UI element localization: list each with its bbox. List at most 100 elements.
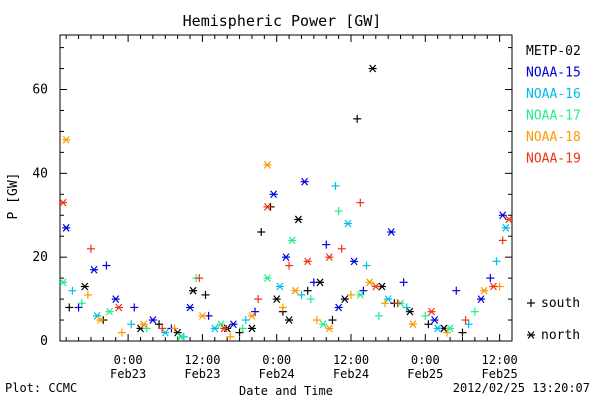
x-tick-label: Feb23 [110,367,146,381]
data-point-south [155,320,164,329]
data-point-north [477,295,486,303]
data-point-north [368,64,377,73]
data-point-south [337,244,346,253]
data-point-north [59,198,68,207]
x-tick-label: Feb24 [259,367,295,381]
legend-item-noaa-18: NOAA-18 [526,130,581,145]
data-point-south [226,332,235,341]
data-point-south [251,307,260,316]
data-point-south [399,278,408,287]
x-tick-label: 0:00 [114,353,143,367]
data-point-south [83,290,92,299]
data-point-south [127,320,136,329]
data-point-north [365,278,374,287]
data-point-north [343,219,352,228]
data-point-south [303,286,312,295]
data-point-north [433,324,442,333]
x-tick-label: Feb25 [407,367,443,381]
data-point-south [498,236,507,245]
legend-item-noaa-15: NOAA-15 [526,66,581,81]
data-point-north [498,211,507,220]
data-point-south [492,257,501,266]
data-point-north [303,257,312,266]
x-tick-label: Feb23 [184,367,220,381]
data-point-north [189,286,198,295]
data-point-north [340,295,349,303]
data-point-south [306,295,315,304]
footer-left: Plot: CCMC [5,381,78,395]
data-point-south [278,303,287,312]
data-point-south [241,316,250,325]
data-point-north [59,278,68,287]
data-point-south [238,324,247,333]
data-point-north [319,320,328,329]
data-point-south [347,290,356,299]
data-point-south [77,299,86,308]
data-point-north [350,257,359,266]
data-point-south [486,274,495,283]
data-point-south [393,299,402,308]
data-point-north [325,253,334,262]
plot-frame [59,34,513,342]
data-point-south [402,303,411,312]
data-point-north [430,316,439,324]
data-point-north [263,202,272,211]
data-point-south [158,324,167,333]
data-point-south [424,320,433,329]
data-point-south [102,261,111,270]
data-point-south [254,295,263,304]
data-point-north [489,282,498,291]
data-point-north [90,265,99,274]
marker-legend-south: south [541,296,580,311]
data-point-north [282,253,290,262]
data-point-north [139,320,148,329]
x-axis-label: Date and Time [239,384,333,398]
data-point-north [220,324,229,333]
x-tick-label: 12:00 [482,353,518,367]
data-point-north [247,324,256,333]
data-point-south [362,261,371,270]
series-noaa-18 [62,135,504,341]
data-point-north [501,223,510,232]
y-axis-label: P [GW] [6,173,21,220]
data-point-north [285,316,294,324]
data-point-south [452,286,461,295]
legend-item-metp-02: METP-02 [526,44,581,59]
data-point-north [186,303,195,312]
x-axis: 0:00Feb2312:00Feb230:00Feb2412:00Feb240:… [65,35,518,381]
data-point-south [195,274,204,283]
data-point-north [105,307,114,316]
data-point-south [257,228,266,237]
data-point-north [387,228,396,236]
data-point-south [328,316,337,325]
data-point-north [371,282,380,291]
data-point-north [148,316,157,324]
data-point-north [161,328,170,337]
data-point-north [446,324,455,333]
data-point-north [504,215,513,224]
legend-item-noaa-17: NOAA-17 [526,109,581,124]
y-tick-label: 0 [40,334,48,349]
data-point-north [96,316,105,324]
data-point-north [427,307,436,316]
data-point-south [356,198,365,207]
data-point-south [334,207,343,216]
x-tick-label: 0:00 [262,353,291,367]
data-point-south [374,311,383,320]
data-point-north [269,190,278,199]
data-point-south [170,324,179,333]
series-noaa-19 [59,198,513,333]
data-point-south [285,261,294,270]
data-point-north [114,303,123,312]
x-tick-label: 12:00 [184,353,220,367]
y-tick-label: 40 [32,166,48,181]
data-point-north [294,215,303,224]
x-tick-label: 0:00 [411,353,440,367]
data-point-south [442,328,451,337]
data-point-south [201,290,210,299]
y-tick-label: 20 [32,250,48,265]
series-noaa-15 [62,177,507,333]
data-point-north [527,331,535,339]
data-point-south [458,328,467,337]
